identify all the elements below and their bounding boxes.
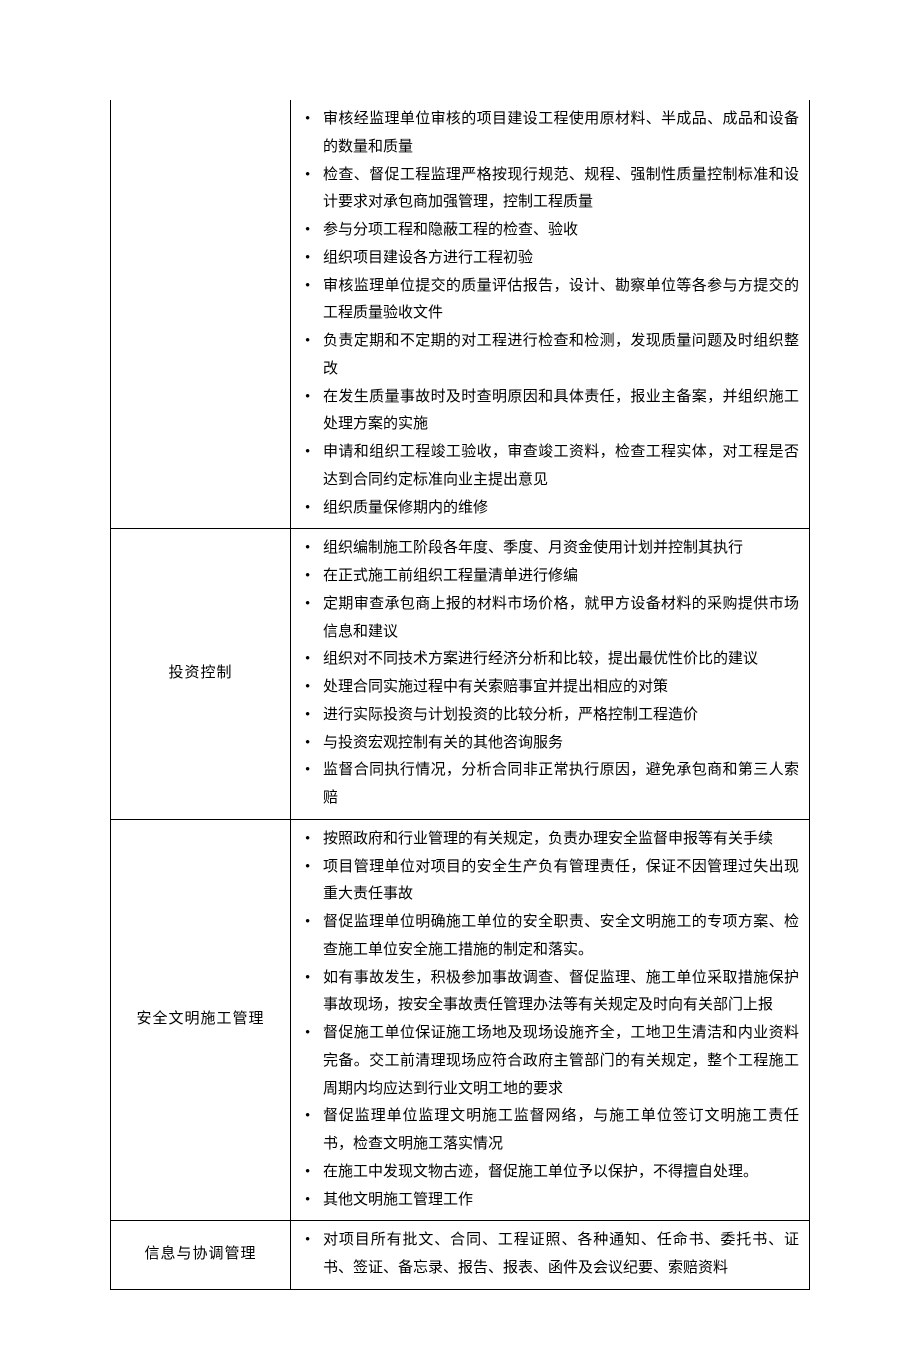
content-cell: 按照政府和行业管理的有关规定，负责办理安全监督申报等有关手续项目管理单位对项目的…: [291, 819, 810, 1221]
list-item: 组织编制施工阶段各年度、季度、月资金使用计划并控制其执行: [323, 535, 799, 563]
list-item: 审核监理单位提交的质量评估报告，设计、勘察单位等各参与方提交的工程质量验收文件: [323, 273, 799, 329]
list-item: 参与分项工程和隐蔽工程的检查、验收: [323, 217, 799, 245]
list-item: 按照政府和行业管理的有关规定，负责办理安全监督申报等有关手续: [323, 826, 799, 854]
list-item: 在发生质量事故时及时查明原因和具体责任，报业主备案，并组织施工处理方案的实施: [323, 384, 799, 440]
table-row: 安全文明施工管理按照政府和行业管理的有关规定，负责办理安全监督申报等有关手续项目…: [111, 819, 810, 1221]
list-item: 审核经监理单位审核的项目建设工程使用原材料、半成品、成品和设备的数量和质量: [323, 106, 799, 162]
list-item: 督促监理单位明确施工单位的安全职责、安全文明施工的专项方案、检查施工单位安全施工…: [323, 909, 799, 965]
item-list: 审核经监理单位审核的项目建设工程使用原材料、半成品、成品和设备的数量和质量检查、…: [295, 106, 799, 522]
table-body: 审核经监理单位审核的项目建设工程使用原材料、半成品、成品和设备的数量和质量检查、…: [111, 100, 810, 1289]
content-cell: 对项目所有批文、合同、工程证照、各种通知、任命书、委托书、证书、签证、备忘录、报…: [291, 1221, 810, 1290]
list-item: 组织对不同技术方案进行经济分析和比较，提出最优性价比的建议: [323, 646, 799, 674]
list-item: 督促监理单位监理文明施工监督网络，与施工单位签订文明施工责任书，检查文明施工落实…: [323, 1103, 799, 1159]
item-list: 按照政府和行业管理的有关规定，负责办理安全监督申报等有关手续项目管理单位对项目的…: [295, 826, 799, 1215]
category-cell: 信息与协调管理: [111, 1221, 291, 1290]
list-item: 进行实际投资与计划投资的比较分析，严格控制工程造价: [323, 702, 799, 730]
list-item: 如有事故发生，积极参加事故调查、督促监理、施工单位采取措施保护事故现场，按安全事…: [323, 965, 799, 1021]
list-item: 处理合同实施过程中有关索赔事宜并提出相应的对策: [323, 674, 799, 702]
category-cell: 投资控制: [111, 529, 291, 820]
category-cell: [111, 100, 291, 529]
list-item: 项目管理单位对项目的安全生产负有管理责任，保证不因管理过失出现重大责任事故: [323, 854, 799, 910]
category-cell: 安全文明施工管理: [111, 819, 291, 1221]
item-list: 组织编制施工阶段各年度、季度、月资金使用计划并控制其执行在正式施工前组织工程量清…: [295, 535, 799, 813]
list-item: 负责定期和不定期的对工程进行检查和检测，发现质量问题及时组织整改: [323, 328, 799, 384]
item-list: 对项目所有批文、合同、工程证照、各种通知、任命书、委托书、证书、签证、备忘录、报…: [295, 1227, 799, 1283]
management-table: 审核经监理单位审核的项目建设工程使用原材料、半成品、成品和设备的数量和质量检查、…: [110, 100, 810, 1290]
list-item: 组织项目建设各方进行工程初验: [323, 245, 799, 273]
content-cell: 组织编制施工阶段各年度、季度、月资金使用计划并控制其执行在正式施工前组织工程量清…: [291, 529, 810, 820]
list-item: 对项目所有批文、合同、工程证照、各种通知、任命书、委托书、证书、签证、备忘录、报…: [323, 1227, 799, 1283]
list-item: 其他文明施工管理工作: [323, 1187, 799, 1215]
list-item: 组织质量保修期内的维修: [323, 495, 799, 523]
table-row: 投资控制组织编制施工阶段各年度、季度、月资金使用计划并控制其执行在正式施工前组织…: [111, 529, 810, 820]
content-cell: 审核经监理单位审核的项目建设工程使用原材料、半成品、成品和设备的数量和质量检查、…: [291, 100, 810, 529]
list-item: 督促施工单位保证施工场地及现场设施齐全，工地卫生清洁和内业资料完备。交工前清理现…: [323, 1020, 799, 1103]
table-row: 信息与协调管理对项目所有批文、合同、工程证照、各种通知、任命书、委托书、证书、签…: [111, 1221, 810, 1290]
list-item: 与投资宏观控制有关的其他咨询服务: [323, 730, 799, 758]
list-item: 在正式施工前组织工程量清单进行修编: [323, 563, 799, 591]
list-item: 申请和组织工程竣工验收，审查竣工资料，检查工程实体，对工程是否达到合同约定标准向…: [323, 439, 799, 495]
list-item: 在施工中发现文物古迹，督促施工单位予以保护，不得擅自处理。: [323, 1159, 799, 1187]
table-row: 审核经监理单位审核的项目建设工程使用原材料、半成品、成品和设备的数量和质量检查、…: [111, 100, 810, 529]
list-item: 定期审查承包商上报的材料市场价格，就甲方设备材料的采购提供市场信息和建议: [323, 591, 799, 647]
list-item: 检查、督促工程监理严格按现行规范、规程、强制性质量控制标准和设计要求对承包商加强…: [323, 162, 799, 218]
list-item: 监督合同执行情况，分析合同非正常执行原因，避免承包商和第三人索赔: [323, 757, 799, 813]
